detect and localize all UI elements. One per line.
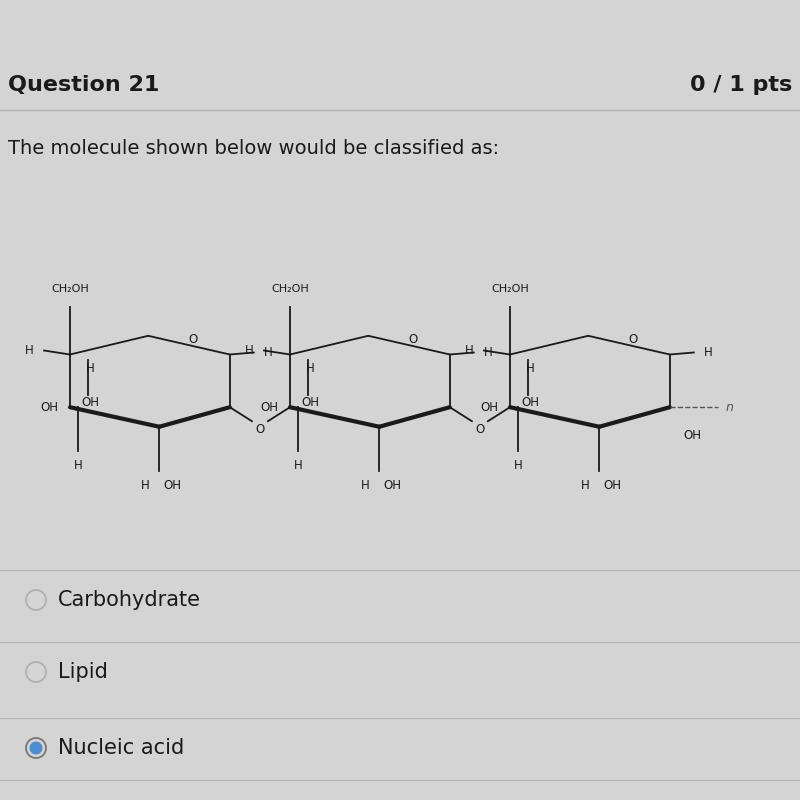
Text: H: H [141,478,150,492]
Text: OH: OH [301,397,319,410]
Text: H: H [246,344,254,357]
Text: OH: OH [163,478,182,492]
Text: CH₂OH: CH₂OH [271,285,309,294]
Text: OH: OH [40,401,58,414]
Text: Carbohydrate: Carbohydrate [58,590,201,610]
Text: Lipid: Lipid [58,662,108,682]
Text: O: O [408,333,418,346]
Text: H: H [514,459,522,472]
Text: H: H [581,478,590,492]
Text: H: H [361,478,370,492]
Text: OH: OH [603,478,622,492]
Text: OH: OH [260,401,278,414]
Text: O: O [255,422,265,436]
Text: OH: OH [684,429,702,442]
Text: OH: OH [521,397,539,410]
Text: OH: OH [81,397,99,410]
Text: H: H [74,459,82,472]
Text: H: H [484,346,493,359]
Text: H: H [294,459,302,472]
Text: O: O [628,333,638,346]
Text: OH: OH [480,401,498,414]
Text: H: H [264,346,273,359]
Text: H: H [466,344,474,357]
Text: H: H [86,362,94,374]
Text: O: O [475,422,485,436]
Circle shape [30,742,42,754]
Text: OH: OH [383,478,402,492]
Text: O: O [188,333,198,346]
Text: The molecule shown below would be classified as:: The molecule shown below would be classi… [8,138,499,158]
Text: H: H [26,344,34,357]
Text: Question 21: Question 21 [8,75,159,95]
Text: H: H [704,346,713,359]
Text: n: n [726,401,734,414]
Text: CH₂OH: CH₂OH [491,285,529,294]
Text: CH₂OH: CH₂OH [51,285,89,294]
Text: H: H [306,362,314,374]
Text: Nucleic acid: Nucleic acid [58,738,184,758]
Text: 0 / 1 pts: 0 / 1 pts [690,75,792,95]
Text: H: H [526,362,534,374]
